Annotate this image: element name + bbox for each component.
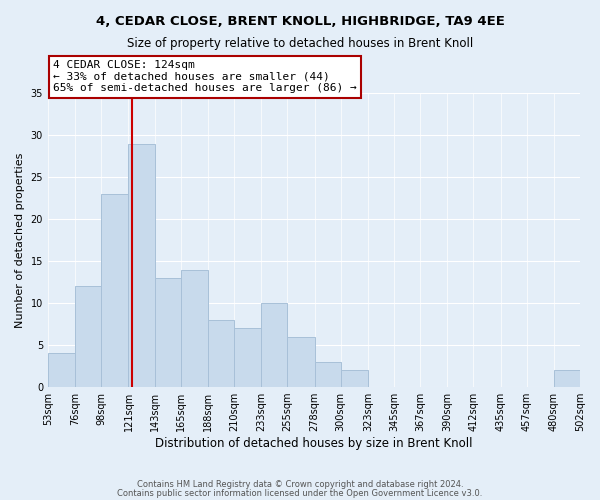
Bar bbox=[155, 278, 181, 387]
Bar bbox=[554, 370, 580, 387]
Bar bbox=[128, 144, 155, 387]
Text: Contains public sector information licensed under the Open Government Licence v3: Contains public sector information licen… bbox=[118, 488, 482, 498]
Bar bbox=[208, 320, 234, 387]
Text: Size of property relative to detached houses in Brent Knoll: Size of property relative to detached ho… bbox=[127, 38, 473, 51]
Bar bbox=[234, 328, 261, 387]
Bar bbox=[287, 336, 314, 387]
Bar bbox=[75, 286, 101, 387]
Bar bbox=[101, 194, 128, 387]
Bar bbox=[181, 270, 208, 387]
X-axis label: Distribution of detached houses by size in Brent Knoll: Distribution of detached houses by size … bbox=[155, 437, 473, 450]
Text: 4 CEDAR CLOSE: 124sqm
← 33% of detached houses are smaller (44)
65% of semi-deta: 4 CEDAR CLOSE: 124sqm ← 33% of detached … bbox=[53, 60, 357, 93]
Y-axis label: Number of detached properties: Number of detached properties bbox=[15, 152, 25, 328]
Bar bbox=[341, 370, 368, 387]
Text: 4, CEDAR CLOSE, BRENT KNOLL, HIGHBRIDGE, TA9 4EE: 4, CEDAR CLOSE, BRENT KNOLL, HIGHBRIDGE,… bbox=[95, 15, 505, 28]
Bar bbox=[48, 354, 75, 387]
Text: Contains HM Land Registry data © Crown copyright and database right 2024.: Contains HM Land Registry data © Crown c… bbox=[137, 480, 463, 489]
Bar bbox=[314, 362, 341, 387]
Bar bbox=[261, 303, 287, 387]
